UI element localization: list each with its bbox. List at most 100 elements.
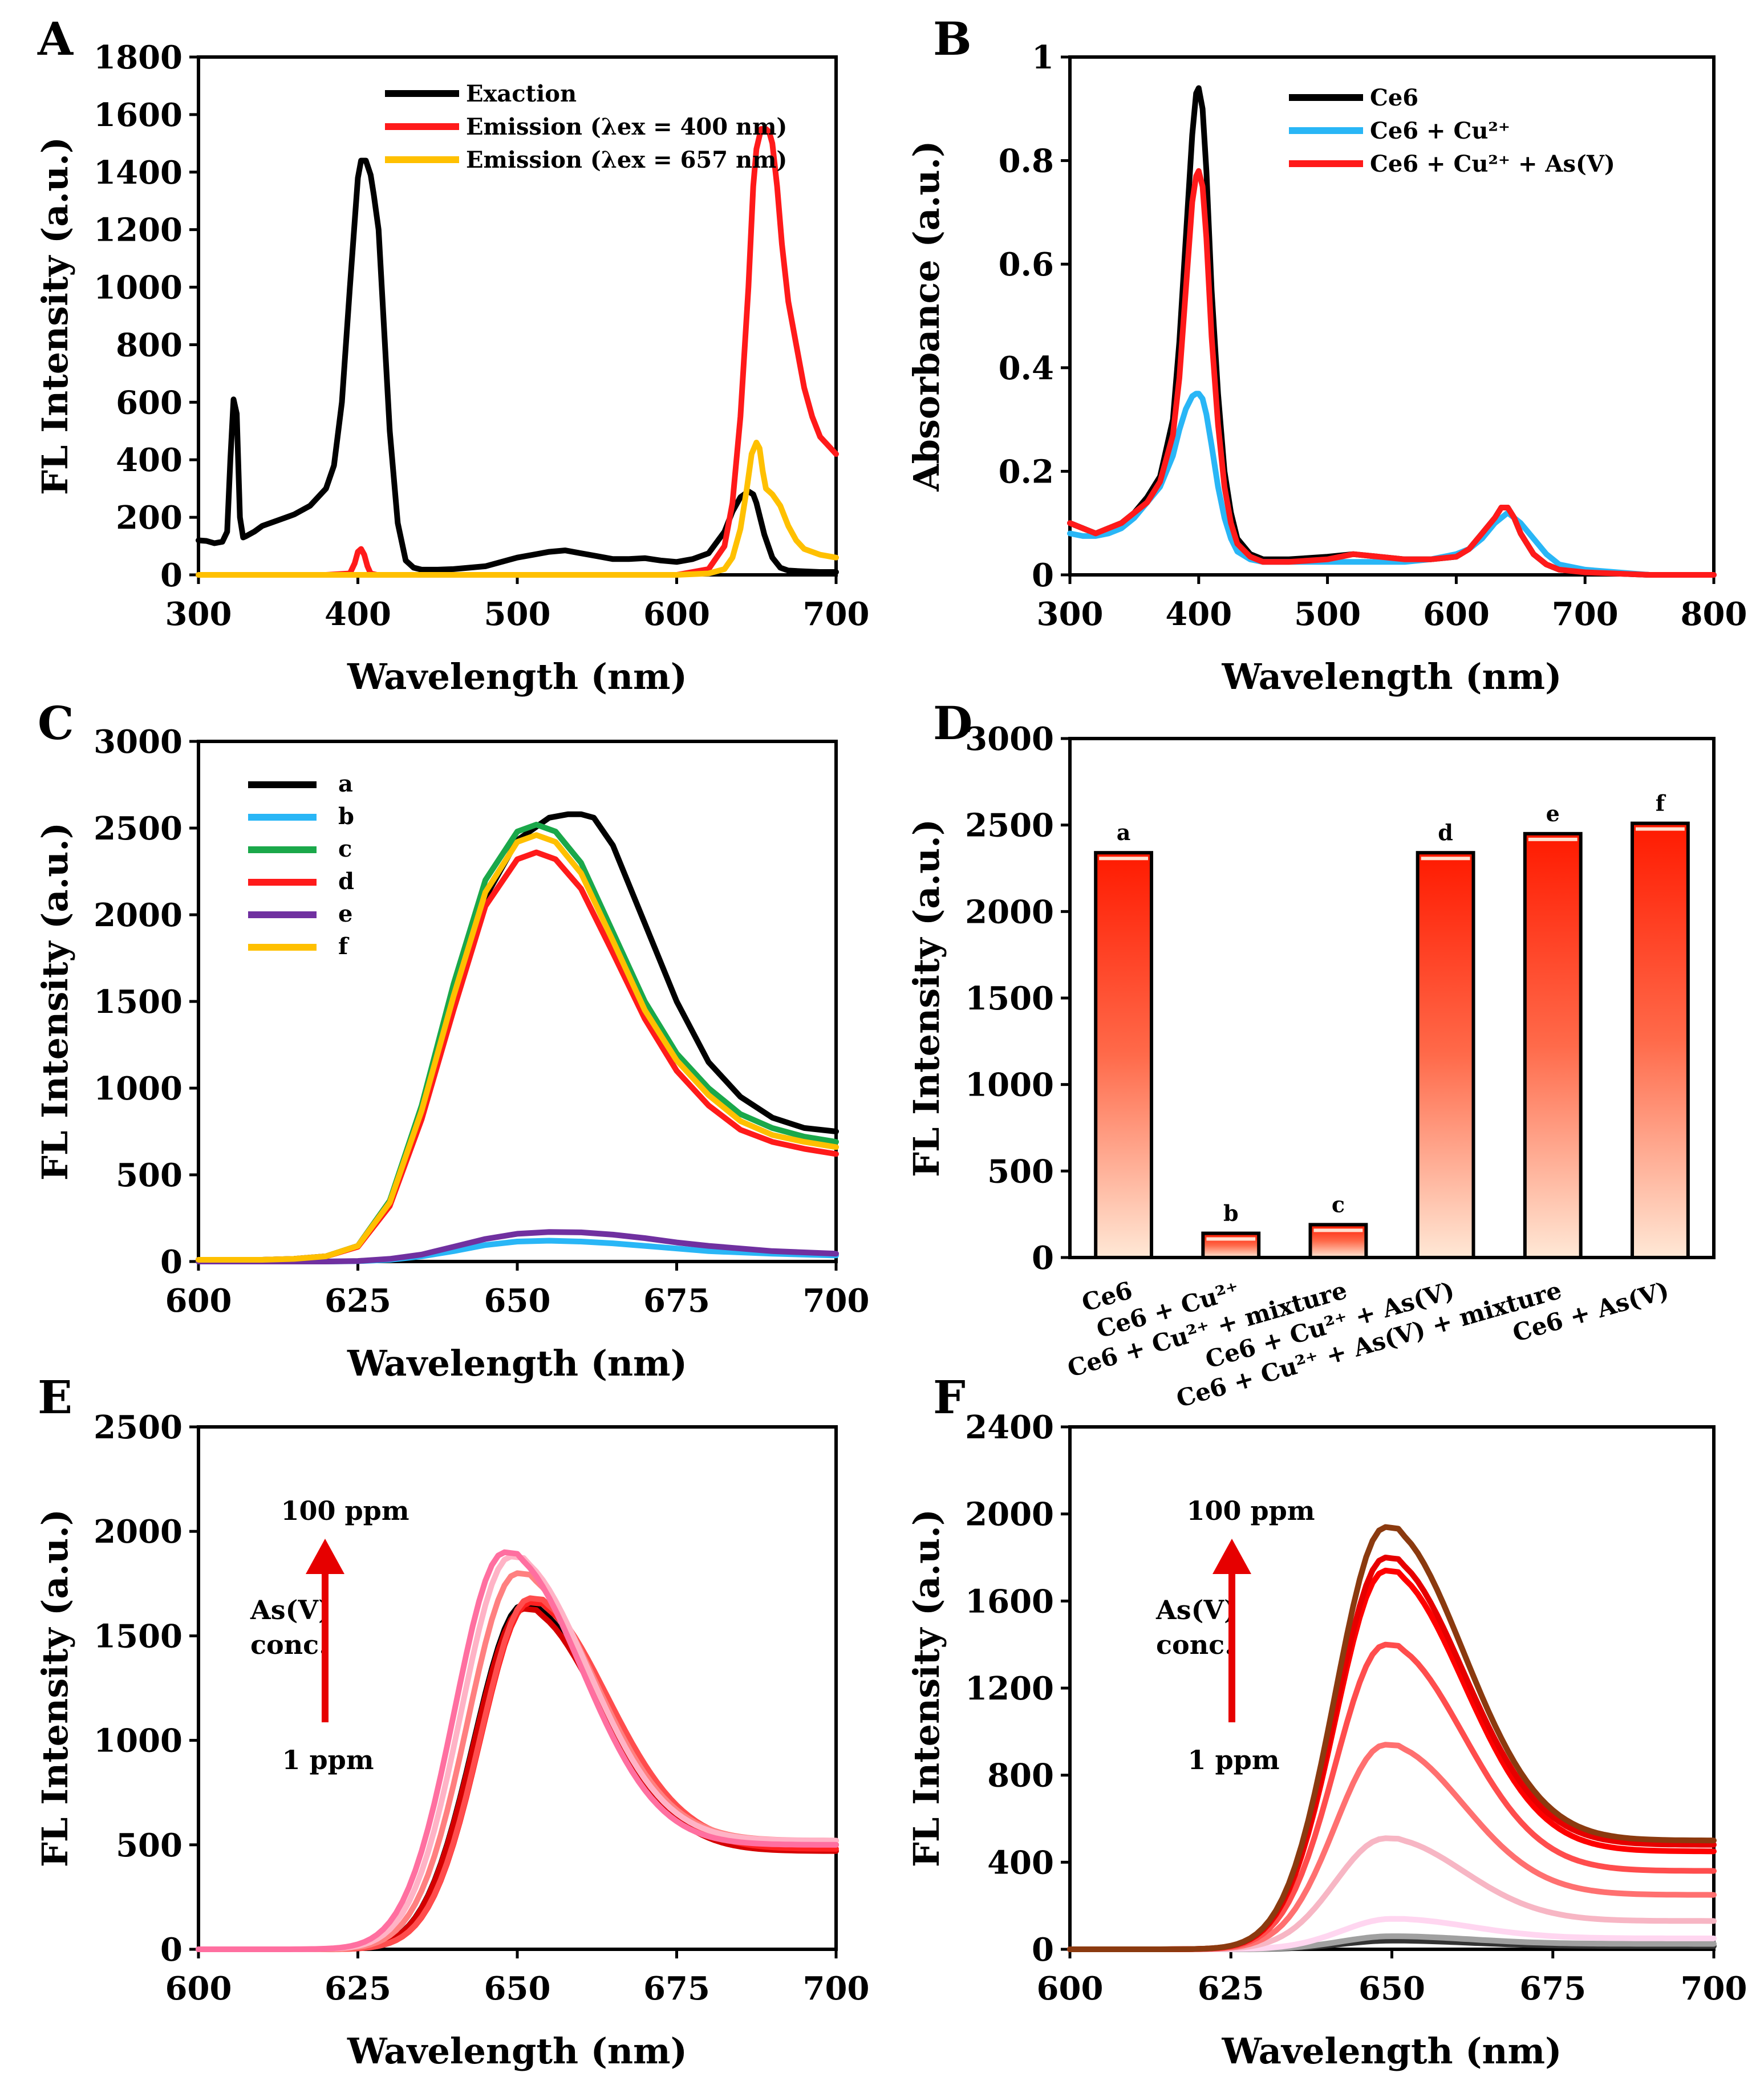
y-axis-label: FL Intensity (a.u.) [34, 822, 76, 1181]
y-tick-label: 3000 [965, 720, 1054, 758]
y-tick-label: 2000 [94, 1513, 183, 1551]
plot-frame [1068, 737, 1716, 1259]
panel-label: E [38, 1370, 72, 1424]
arrow-top-label: 100 ppm [281, 1495, 409, 1526]
y-tick-label: 1000 [94, 269, 183, 307]
x-tick-label: 700 [803, 595, 870, 633]
arrow-middle-label-2: conc. [1156, 1629, 1234, 1660]
bar-d [1416, 851, 1475, 1259]
panel-E: 0 500 1000 1500 2000 2500 600 625 650 675 700 Wavel… [34, 1370, 869, 2072]
x-axis-label: Wavelength (nm) [1222, 2030, 1562, 2072]
panel-B: 0 0.2 0.4 0.6 0.8 1 300 400 500 600 700 800 Waveleng… [906, 12, 1747, 697]
panel-label: F [933, 1370, 966, 1424]
x-tick-label: 700 [803, 1282, 870, 1320]
y-tick-label: 2500 [94, 810, 183, 847]
series-line-100 ppm [196, 1549, 839, 1952]
arrow-middle-label: As(V) [1155, 1595, 1236, 1625]
y-tick-label: 0.6 [999, 246, 1054, 283]
y-tick-label: 600 [116, 384, 183, 421]
x-tick-label: 700 [1681, 1970, 1747, 2007]
x-tick-label: 600 [1423, 595, 1490, 633]
y-tick-label: 0 [1032, 557, 1054, 594]
y-tick-label: 0 [1032, 1239, 1054, 1277]
legend-entry: e [338, 901, 352, 927]
y-tick-label: 0.4 [999, 350, 1054, 387]
y-tick-label: 500 [116, 1157, 183, 1194]
concentration-arrowhead [306, 1539, 344, 1574]
y-tick-label: 0 [160, 1931, 183, 1969]
y-tick-label: 2000 [94, 897, 183, 934]
x-tick-label: 625 [1198, 1970, 1264, 2007]
plot-frame [1068, 55, 1716, 577]
y-tick-label: 0 [160, 557, 183, 594]
y-axis-label: FL Intensity (a.u.) [34, 1509, 76, 1867]
x-tick-label: 600 [165, 1970, 232, 2007]
panel-label: B [933, 12, 972, 66]
y-tick-label: 1000 [94, 1722, 183, 1760]
panel-label: A [37, 12, 74, 66]
y-axis-label: FL Intensity (a.u.) [906, 1509, 947, 1867]
x-tick-label: 400 [325, 595, 391, 633]
arrow-middle-label-2: conc. [250, 1629, 328, 1660]
y-tick-label: 0 [1032, 1931, 1054, 1969]
legend-entry: Ce6 + Cu²⁺ + As(V) [1370, 151, 1615, 177]
y-tick-label: 200 [116, 499, 183, 537]
y-tick-label: 1200 [965, 1670, 1054, 1707]
x-tick-label: 600 [643, 595, 710, 633]
series-line-Emission (λex = 657 nm) [196, 440, 839, 578]
bar-label: f [1656, 790, 1666, 816]
legend-entry: f [338, 933, 350, 960]
y-tick-label: 3000 [94, 723, 183, 761]
arrow-bottom-label: 1 ppm [1187, 1745, 1279, 1775]
x-axis-label: Wavelength (nm) [347, 656, 687, 697]
y-tick-label: 1500 [965, 980, 1054, 1017]
x-tick-label: 675 [643, 1970, 710, 2007]
x-tick-label: 650 [1359, 1970, 1425, 2007]
panel-A: 0 200 400 600 800 1000 1200 1400 1600 1800 300 400 5… [34, 12, 869, 697]
y-axis-label: FL Intensity (a.u.) [906, 819, 947, 1177]
y-tick-label: 800 [987, 1757, 1054, 1795]
legend-entry: d [338, 868, 354, 895]
x-tick-label: 600 [165, 1282, 232, 1320]
arrow-bottom-label: 1 ppm [282, 1745, 374, 1775]
y-tick-label: 1600 [965, 1583, 1054, 1620]
legend-entry: a [338, 770, 353, 797]
y-tick-label: 0 [160, 1243, 183, 1281]
legend-entry: c [338, 835, 352, 862]
y-tick-label: 0.8 [999, 143, 1054, 180]
series-line-100 ppm [1067, 1524, 1717, 1952]
bar-label: b [1223, 1200, 1239, 1226]
panel-D: 0 500 1000 1500 2000 2500 3000 FL Intensity (a.… [906, 696, 1716, 1413]
x-tick-label: 625 [325, 1970, 391, 2007]
bar-b [1201, 1231, 1261, 1260]
x-tick-label: 300 [165, 595, 232, 633]
panel-C: 0 500 1000 1500 2000 2500 3000 600 625 650 675 700 W… [34, 696, 869, 1384]
legend-entry: Ce6 [1370, 84, 1418, 111]
arrow-top-label: 100 ppm [1186, 1495, 1315, 1526]
x-tick-label: 300 [1037, 595, 1104, 633]
y-tick-label: 400 [987, 1844, 1054, 1881]
y-tick-label: 1200 [94, 212, 183, 249]
x-tick-label: 625 [325, 1282, 391, 1320]
x-tick-label: 500 [1294, 595, 1361, 633]
legend-entry: Ce6 + Cu²⁺ [1370, 117, 1510, 144]
y-tick-label: 1 [1032, 39, 1054, 76]
y-tick-label: 2500 [94, 1409, 183, 1446]
x-tick-label: 650 [484, 1282, 551, 1320]
x-tick-label: 500 [484, 595, 551, 633]
series-line-Ce6 + Cu²⁺ + As(V) [1067, 168, 1717, 578]
x-tick-label: 600 [1037, 1970, 1104, 2007]
legend-entry: b [338, 803, 354, 830]
panel-label: C [38, 696, 74, 750]
y-axis-label: Absorbance (a.u.) [906, 141, 947, 492]
y-tick-label: 1500 [94, 983, 183, 1021]
y-tick-label: 1400 [94, 154, 183, 192]
x-axis-label: Wavelength (nm) [1222, 656, 1562, 697]
y-tick-label: 2400 [965, 1409, 1054, 1446]
y-tick-label: 0.2 [999, 453, 1054, 490]
series-line-6 [1067, 1641, 1717, 1952]
y-tick-label: 1800 [94, 39, 183, 76]
legend-entry: Emission (λex = 400 nm) [466, 113, 787, 140]
panel-label: D [933, 696, 972, 750]
